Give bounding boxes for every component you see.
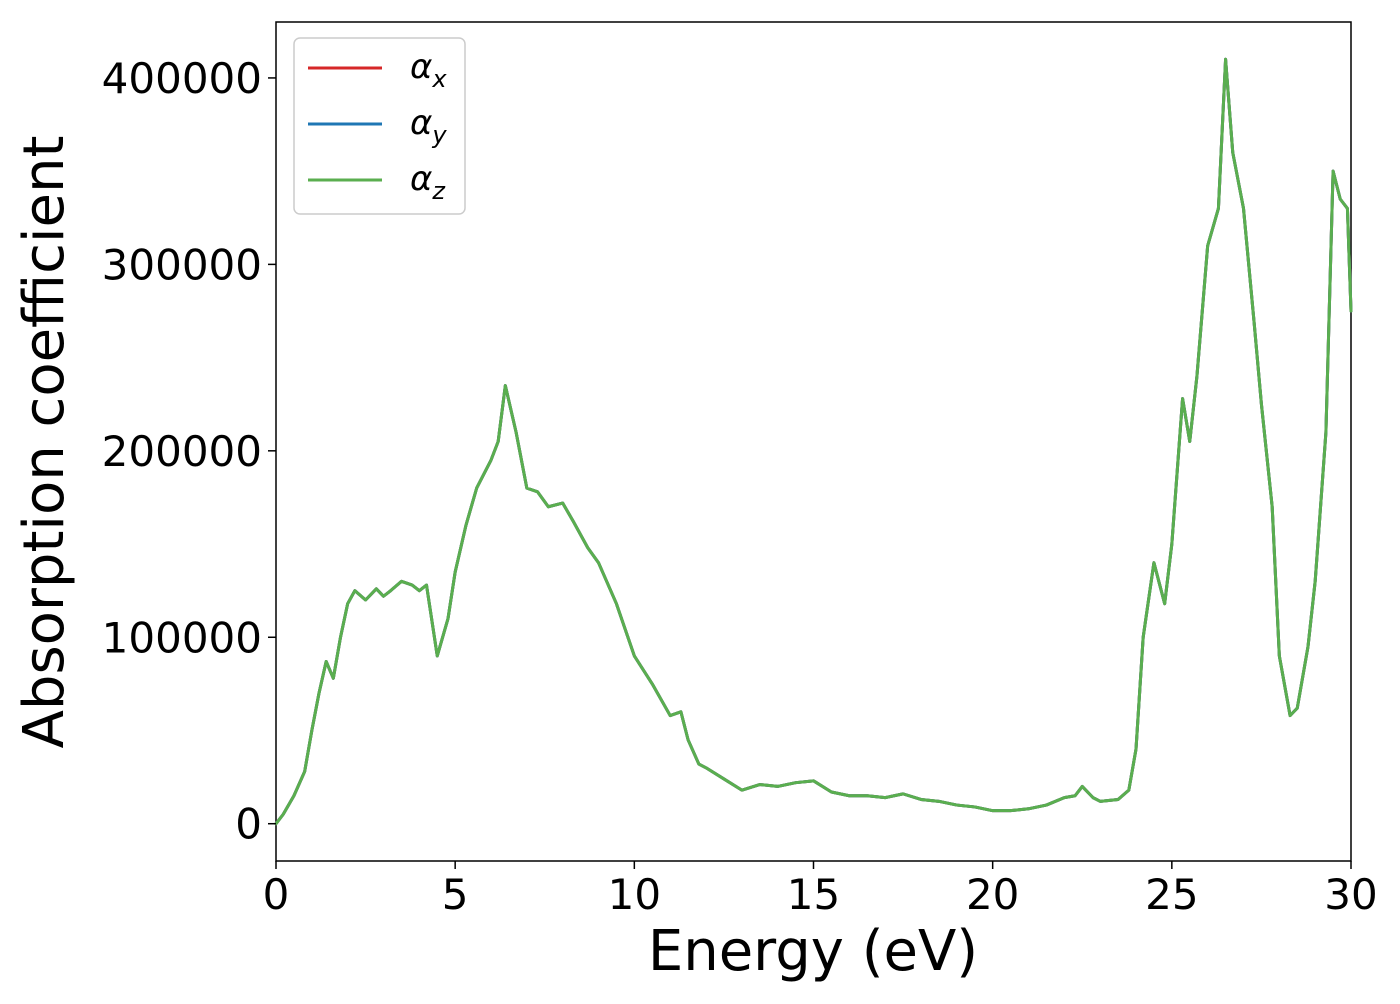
y-tick-label: 400000 [102,54,262,103]
x-tick-label: 30 [1324,870,1377,919]
x-tick-label: 5 [442,870,469,919]
legend-label-alpha-z: αz [410,159,446,205]
legend: αx αy αz [293,37,466,215]
series-layer [274,57,1353,826]
x-tick-label: 20 [966,870,1019,919]
x-tick-label: 0 [263,870,290,919]
x-axis-ticks: 0 5 10 15 20 25 30 [263,861,1378,919]
y-tick-label: 300000 [102,240,262,289]
x-axis-title: Energy (eV) [648,919,978,984]
y-tick-label: 200000 [102,427,262,476]
y-axis-title: Absorption coefficient [12,136,77,749]
x-tick-label: 25 [1145,870,1198,919]
legend-label-alpha-x: αx [410,47,447,93]
legend-box [293,37,466,215]
legend-label-alpha-y: αy [410,103,447,149]
series-line-alpha-z [274,57,1353,826]
x-tick-label: 10 [608,870,661,919]
y-axis-ticks: 0 100000 200000 300000 400000 [102,54,276,849]
y-tick-label: 0 [235,800,262,849]
y-tick-label: 100000 [102,613,262,662]
x-tick-label: 15 [787,870,840,919]
